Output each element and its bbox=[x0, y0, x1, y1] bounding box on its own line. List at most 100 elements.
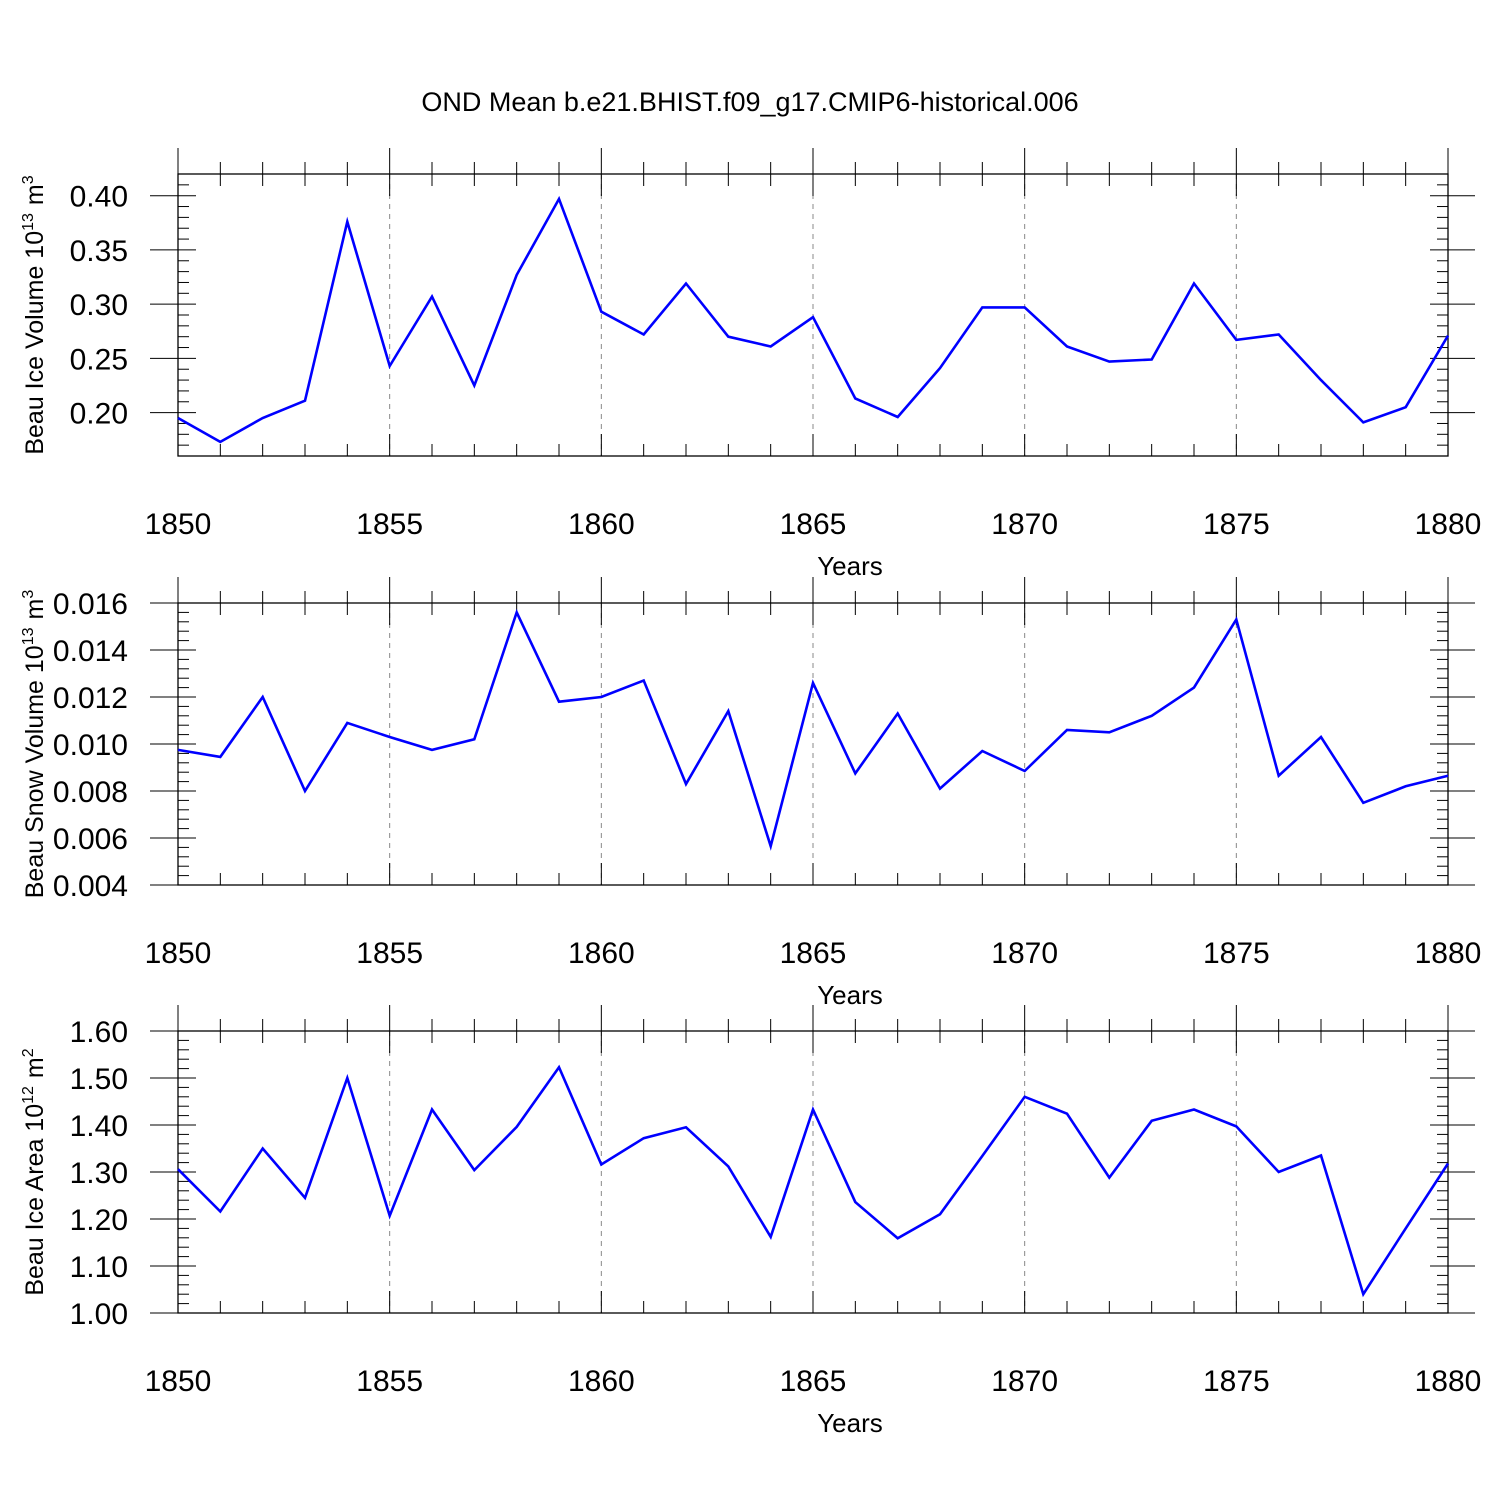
x-tick-label: 1865 bbox=[780, 937, 847, 970]
y-tick-label: 0.40 bbox=[70, 181, 128, 214]
data-point bbox=[895, 1236, 900, 1241]
y-axis-label-superscript: 3 bbox=[20, 590, 37, 599]
data-point bbox=[599, 695, 604, 700]
data-point bbox=[641, 678, 646, 683]
data-point bbox=[1319, 378, 1324, 383]
data-point bbox=[472, 383, 477, 388]
data-point bbox=[853, 1200, 858, 1205]
series-line bbox=[177, 608, 1449, 851]
data-point bbox=[1276, 1170, 1281, 1175]
y-tick-label: 0.35 bbox=[70, 235, 128, 268]
data-point bbox=[472, 737, 477, 742]
data-point bbox=[811, 315, 816, 320]
data-point bbox=[260, 416, 265, 421]
data-point bbox=[768, 1234, 773, 1239]
y-tick-label: 0.006 bbox=[53, 823, 128, 856]
x-tick-label: 1870 bbox=[991, 1365, 1058, 1398]
x-tick-label: 1860 bbox=[568, 1365, 635, 1398]
data-point bbox=[176, 747, 181, 752]
x-tick-label: 1880 bbox=[1415, 937, 1482, 970]
data-point bbox=[514, 1124, 519, 1129]
y-tick-label: 1.20 bbox=[70, 1204, 128, 1237]
data-point bbox=[557, 1065, 562, 1070]
y-tick-label: 1.10 bbox=[70, 1251, 128, 1284]
y-axis-label: Beau Snow Volume 1013 m3 bbox=[20, 590, 49, 899]
data-point bbox=[1065, 727, 1070, 732]
x-tick-label: 1855 bbox=[356, 1365, 423, 1398]
data-point bbox=[1276, 332, 1281, 337]
data-point bbox=[1361, 1292, 1366, 1297]
data-point bbox=[726, 1164, 731, 1169]
x-tick-label: 1880 bbox=[1415, 1365, 1482, 1398]
data-point bbox=[853, 396, 858, 401]
data-point bbox=[1361, 800, 1366, 805]
data-point bbox=[684, 281, 689, 286]
x-tick-label: 1865 bbox=[780, 508, 847, 541]
data-point bbox=[895, 414, 900, 419]
y-tick-label: 0.30 bbox=[70, 289, 128, 322]
y-axis-label-superscript: 13 bbox=[20, 213, 37, 231]
figure-title: OND Mean b.e21.BHIST.f09_g17.CMIP6-histo… bbox=[421, 87, 1078, 117]
series-line bbox=[177, 1064, 1450, 1298]
data-point bbox=[1192, 685, 1197, 690]
y-tick-label: 0.016 bbox=[53, 588, 128, 621]
data-point bbox=[768, 844, 773, 849]
plot-frame bbox=[177, 602, 1449, 886]
y-tick-label: 1.60 bbox=[70, 1016, 128, 1049]
y-axis-label-superscript: 3 bbox=[20, 175, 37, 184]
data-point bbox=[1403, 784, 1408, 789]
data-point bbox=[1319, 734, 1324, 739]
data-point bbox=[557, 699, 562, 704]
data-point bbox=[260, 1146, 265, 1151]
data-point bbox=[1022, 769, 1027, 774]
data-point bbox=[938, 366, 943, 371]
x-tick-label: 1850 bbox=[145, 508, 212, 541]
data-point bbox=[980, 1154, 985, 1159]
data-point bbox=[1149, 357, 1154, 362]
y-axis-label-text: m bbox=[21, 1057, 49, 1078]
y-axis-label-superscript: 2 bbox=[20, 1048, 37, 1057]
data-point bbox=[387, 363, 392, 368]
data-point bbox=[514, 610, 519, 615]
data-point bbox=[303, 398, 308, 403]
x-tick-label: 1875 bbox=[1203, 508, 1270, 541]
data-point bbox=[1319, 1153, 1324, 1158]
data-point bbox=[1234, 617, 1239, 622]
data-point bbox=[1022, 1094, 1027, 1099]
y-tick-label: 0.012 bbox=[53, 682, 128, 715]
data-point bbox=[1192, 1107, 1197, 1112]
y-tick-label: 1.00 bbox=[70, 1298, 128, 1331]
data-point bbox=[641, 1136, 646, 1141]
data-point bbox=[1361, 420, 1366, 425]
y-tick-label: 1.40 bbox=[70, 1110, 128, 1143]
x-axis-label: Years bbox=[817, 1408, 883, 1438]
y-axis-label-text: Beau Snow Volume 10 bbox=[21, 645, 49, 898]
data-point bbox=[430, 1107, 435, 1112]
data-point bbox=[1446, 333, 1451, 338]
x-tick-label: 1870 bbox=[991, 937, 1058, 970]
data-point bbox=[430, 747, 435, 752]
data-point bbox=[980, 749, 985, 754]
x-tick-label: 1875 bbox=[1203, 1365, 1270, 1398]
data-point bbox=[1403, 405, 1408, 410]
data-point bbox=[1107, 730, 1112, 735]
y-axis-label-text: Beau Ice Area 10 bbox=[21, 1104, 49, 1296]
data-point bbox=[1149, 1118, 1154, 1123]
data-point bbox=[1234, 337, 1239, 342]
x-tick-label: 1860 bbox=[568, 937, 635, 970]
data-point bbox=[218, 754, 223, 759]
x-tick-label: 1850 bbox=[145, 1365, 212, 1398]
y-axis-label-superscript: 12 bbox=[20, 1086, 37, 1104]
data-point bbox=[387, 734, 392, 739]
data-point bbox=[811, 1107, 816, 1112]
data-point bbox=[303, 1195, 308, 1200]
x-tick-label: 1865 bbox=[780, 1365, 847, 1398]
plot-frame bbox=[177, 1030, 1449, 1314]
data-point bbox=[345, 219, 350, 224]
data-point bbox=[811, 680, 816, 685]
y-axis-label-superscript: 13 bbox=[20, 627, 37, 645]
y-tick-label: 0.010 bbox=[53, 729, 128, 762]
data-point bbox=[387, 1213, 392, 1218]
series-line bbox=[177, 195, 1450, 444]
